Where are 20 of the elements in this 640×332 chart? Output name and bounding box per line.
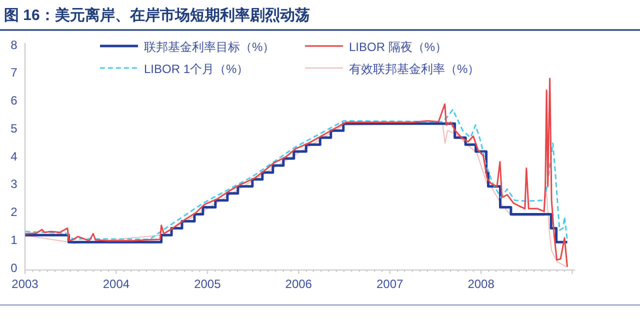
y-tick-label: 3 (10, 177, 18, 192)
x-tick-label: 2007 (376, 277, 404, 291)
chart-title: 图 16：美元离岸、在岸市场短期利率剧烈动荡 (4, 6, 310, 24)
y-tick-label: 4 (10, 149, 18, 164)
legend-label: LIBOR 1个月（%） (144, 62, 249, 76)
x-tick-label: 2008 (468, 277, 495, 291)
y-tick-label: 6 (10, 94, 18, 108)
x-tick-label: 2005 (194, 277, 222, 291)
x-tick-label: 2006 (285, 277, 312, 291)
x-tick-label: 2004 (102, 277, 130, 291)
y-tick-label: 0 (10, 260, 18, 275)
y-tick-label: 2 (10, 205, 18, 220)
legend-label: LIBOR 隔夜（%） (349, 40, 448, 54)
y-tick-label: 5 (10, 121, 18, 136)
y-tick-label: 8 (10, 38, 18, 52)
legend-label: 有效联邦基金利率（%） (349, 62, 480, 76)
legend-label: 联邦基金利率目标（%） (144, 40, 275, 54)
y-tick-label: 1 (10, 232, 18, 247)
y-tick-label: 7 (10, 66, 18, 80)
x-tick-label: 2003 (12, 277, 39, 291)
